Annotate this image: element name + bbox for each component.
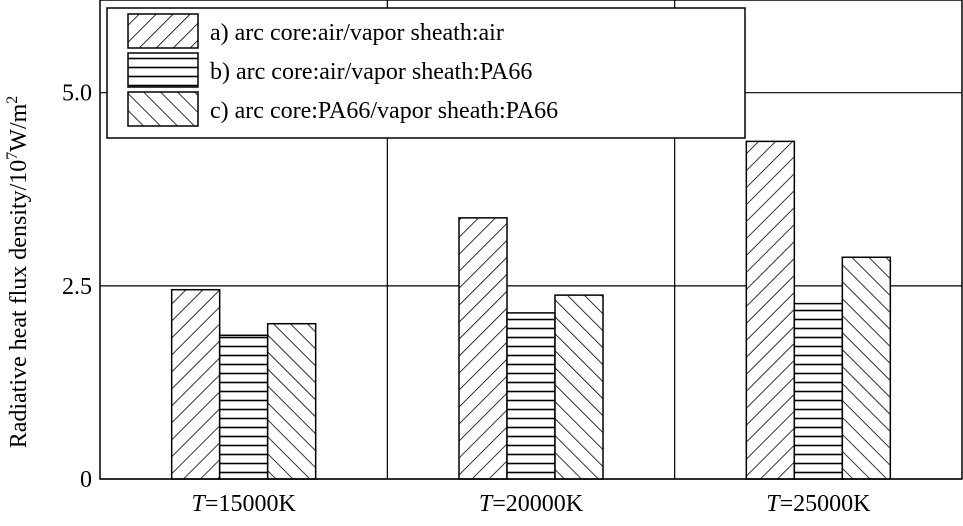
bar-1-1 <box>170 288 221 480</box>
bar-1-2 <box>458 217 508 480</box>
y-tick-label: 2.5 <box>62 274 92 300</box>
y-tick-labels: 0 2.5 5.0 <box>62 81 92 493</box>
bar-2-2 <box>506 312 556 480</box>
x-tick-label: T=25000K <box>766 491 871 517</box>
bar-3-3 <box>841 256 892 480</box>
x-tick-labels: T=15000K T=20000K T=25000K <box>192 491 872 517</box>
bar-3-1 <box>266 322 317 480</box>
legend-swatch-1 <box>127 13 199 49</box>
legend-box <box>106 7 746 139</box>
legend: a) arc core:air/vapor sheath:air b) arc c… <box>106 7 746 139</box>
plot-frame <box>99 0 963 480</box>
x-tick-label: T=20000K <box>479 491 584 517</box>
legend-label-1: a) arc core:air/vapor sheath:air <box>210 20 504 46</box>
y-tick-label: 0 <box>80 467 92 493</box>
bar-3-2 <box>554 294 604 480</box>
legend-swatch-3 <box>127 91 199 127</box>
y-tick-label: 5.0 <box>62 81 92 107</box>
legend-label-3: c) arc core:PA66/vapor sheath:PA66 <box>210 98 558 124</box>
bars-group <box>170 140 892 480</box>
legend-swatch-2 <box>127 52 199 88</box>
x-tick-label: T=15000K <box>192 491 297 517</box>
legend-label-2: b) arc core:air/vapor sheath:PA66 <box>210 59 532 85</box>
bar-1-3 <box>745 140 796 480</box>
bar-2-3 <box>793 302 844 480</box>
y-axis-label: Radiative heat flux density/107W/m2 <box>4 96 32 449</box>
bar-2-1 <box>218 334 269 480</box>
